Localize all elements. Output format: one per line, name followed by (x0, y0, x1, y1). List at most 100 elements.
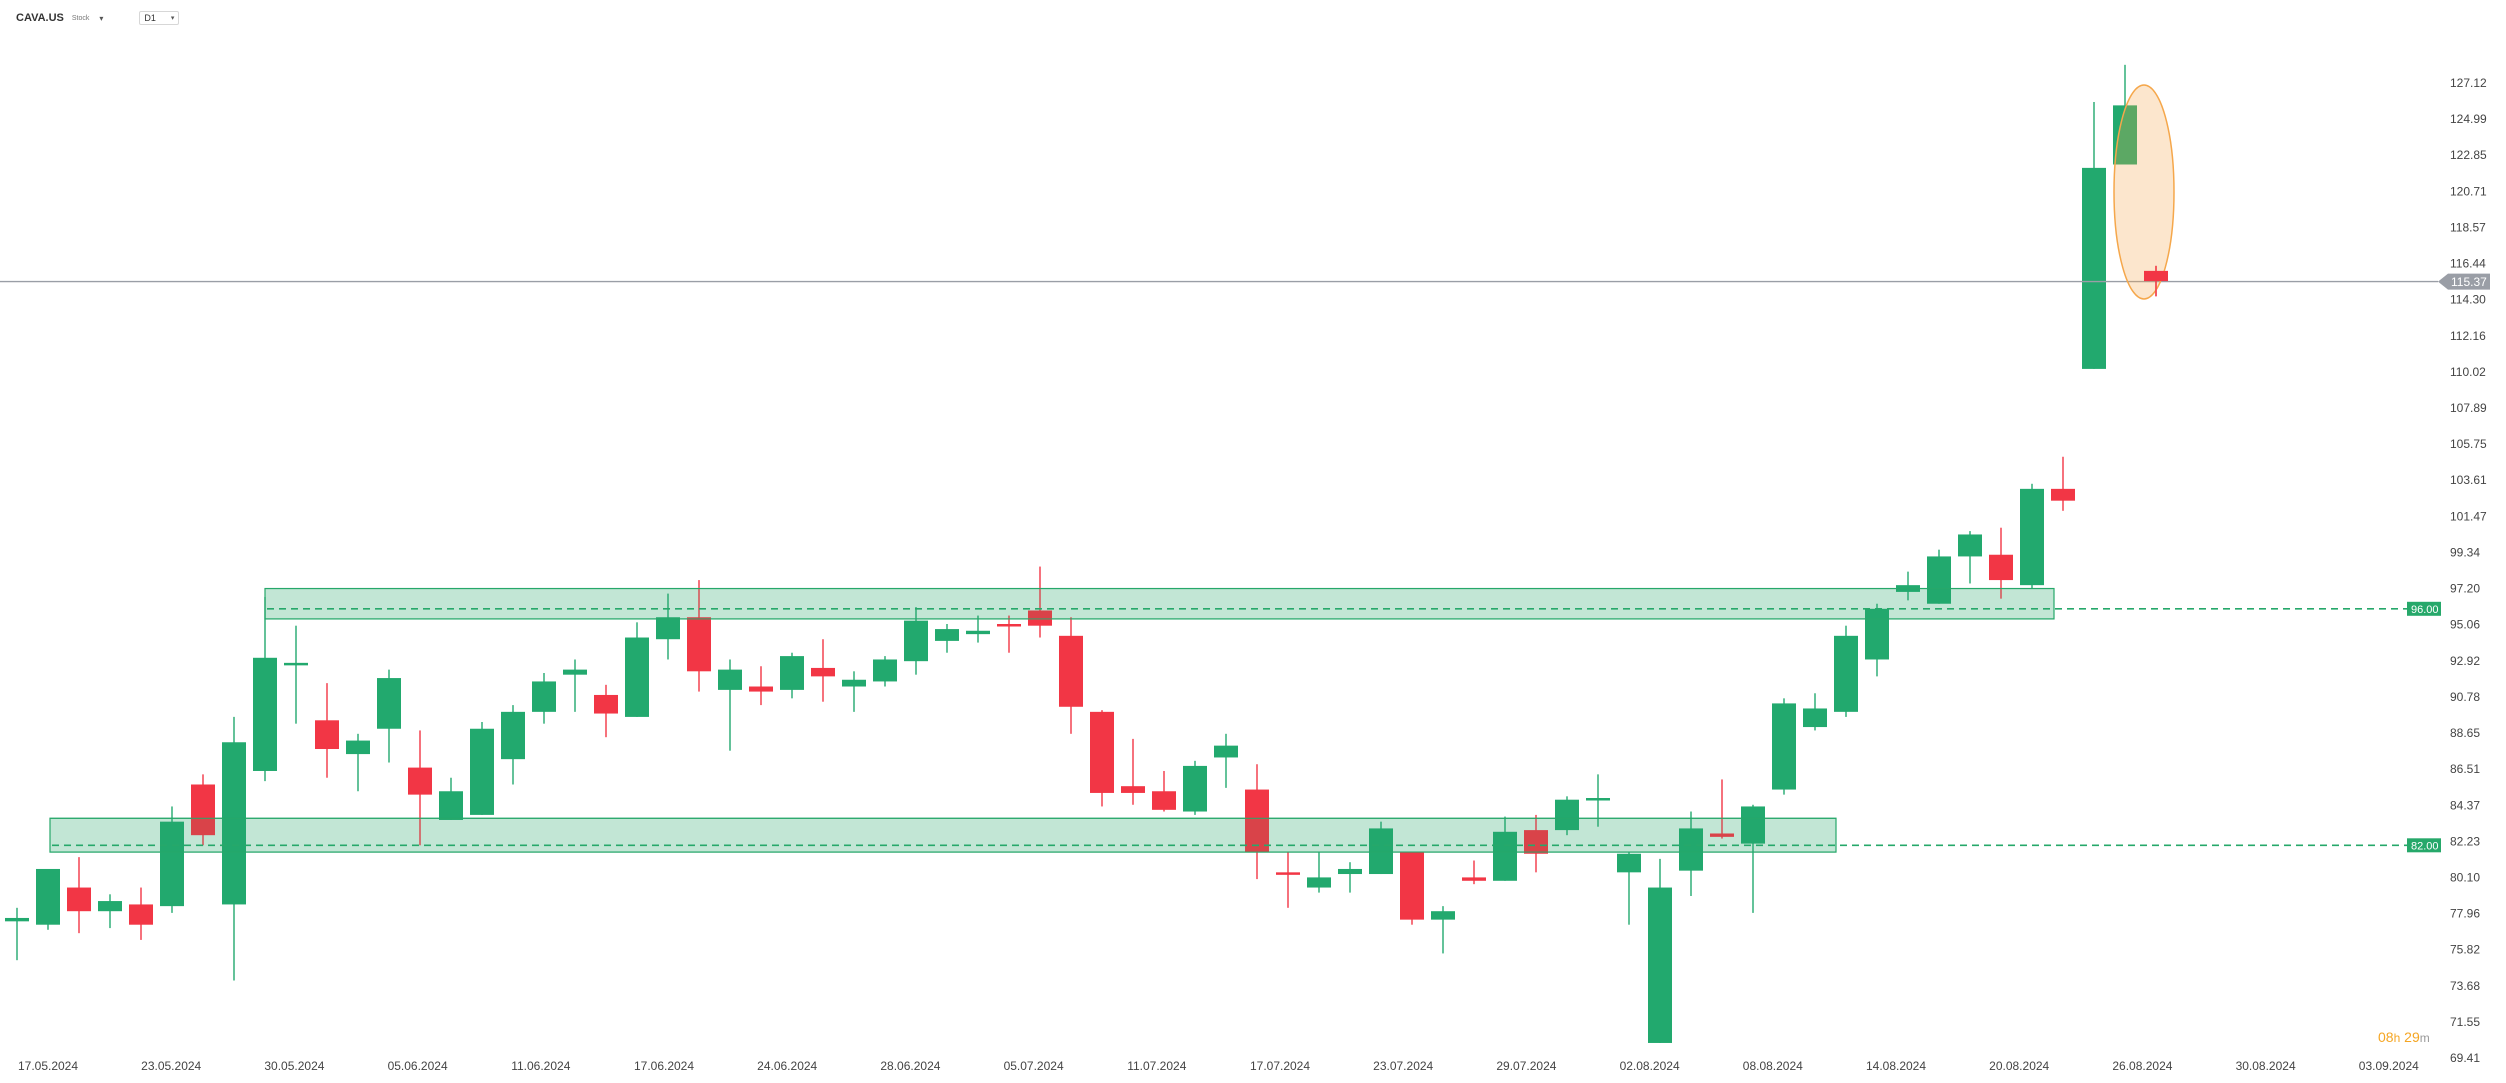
candle-body (842, 679, 866, 687)
candle (1555, 796, 1579, 836)
y-tick-label: 75.82 (2450, 943, 2480, 957)
candle (36, 868, 60, 930)
candle-body (811, 667, 835, 677)
candle-body (1152, 791, 1176, 810)
candle (470, 721, 494, 815)
instrument-symbol[interactable]: CAVA.US (16, 12, 64, 24)
chevron-down-icon[interactable]: ▾ (99, 13, 104, 23)
x-tick-label: 05.06.2024 (388, 1059, 448, 1073)
candle (67, 857, 91, 934)
candle (408, 730, 432, 846)
candle (1059, 617, 1083, 734)
candle (284, 625, 308, 724)
candle-body (1865, 608, 1889, 660)
x-tick-label: 24.06.2024 (757, 1059, 817, 1073)
y-tick-label: 122.85 (2450, 148, 2487, 162)
candle (811, 639, 835, 702)
y-tick-label: 86.51 (2450, 762, 2480, 776)
current-price-text: 115.37 (2451, 275, 2487, 289)
candle-body (532, 681, 556, 712)
candle-body (1524, 830, 1548, 854)
x-tick-label: 17.05.2024 (18, 1059, 78, 1073)
candle-body (191, 784, 215, 836)
y-tick-label: 101.47 (2450, 509, 2487, 523)
candle (1369, 821, 1393, 875)
candle-body (5, 917, 29, 922)
x-tick-label: 23.07.2024 (1373, 1059, 1433, 1073)
candle (1214, 733, 1238, 788)
timeframe-select[interactable]: D1 ▾ (139, 11, 180, 25)
countdown-minutes: 29 (2404, 1029, 2420, 1045)
candle-body (470, 728, 494, 815)
candle (2082, 101, 2106, 369)
candle (1958, 531, 1982, 584)
candle-body (2082, 167, 2106, 369)
candle (315, 683, 339, 778)
candle-body (625, 637, 649, 717)
candle-body (563, 669, 587, 675)
countdown-hours-unit: h (2393, 1031, 2401, 1045)
x-tick-label: 20.08.2024 (1989, 1059, 2049, 1073)
level-label-bg (2407, 601, 2441, 616)
candle-body (656, 617, 680, 640)
x-tick-label: 11.07.2024 (1127, 1059, 1186, 1073)
candle (222, 716, 246, 981)
y-tick-label: 107.89 (2450, 401, 2487, 415)
y-tick-label: 95.06 (2450, 618, 2480, 632)
candle (1276, 852, 1300, 908)
candle-body (284, 662, 308, 666)
candle-body (2144, 270, 2168, 282)
level-label-text: 82.00 (2411, 840, 2439, 852)
candle-body (780, 656, 804, 690)
x-tick-label: 17.06.2024 (634, 1059, 694, 1073)
candle-countdown: 08h 29m (2378, 1029, 2430, 1045)
candle-body (1927, 556, 1951, 604)
candle (1679, 811, 1703, 896)
candle-body (594, 694, 618, 714)
candle (1462, 860, 1486, 885)
candle-body (1028, 610, 1052, 626)
candle (346, 733, 370, 792)
candle (1989, 527, 2013, 599)
candle-body (1958, 534, 1982, 557)
candle (1152, 770, 1176, 812)
countdown-hours: 08 (2378, 1029, 2394, 1045)
candle-body (966, 630, 990, 635)
candle-body (253, 657, 277, 771)
candle-body (1369, 828, 1393, 875)
candle (904, 607, 928, 675)
candle (160, 806, 184, 913)
candle (1524, 814, 1548, 873)
candle-body (501, 711, 525, 760)
x-tick-label: 29.07.2024 (1496, 1059, 1556, 1073)
candle (532, 672, 556, 724)
candle-body (1307, 877, 1331, 888)
candle (1741, 804, 1765, 913)
candle-body (1214, 745, 1238, 758)
candle (253, 596, 277, 782)
candle-body (1586, 798, 1610, 801)
y-tick-label: 116.44 (2450, 256, 2486, 270)
candle-body (1276, 872, 1300, 875)
candle-body (935, 629, 959, 641)
candle-body (1245, 789, 1269, 853)
y-tick-label: 77.96 (2450, 907, 2480, 921)
candle (1400, 852, 1424, 925)
x-tick-label: 26.08.2024 (2112, 1059, 2172, 1073)
candle-body (749, 686, 773, 692)
candle (656, 593, 680, 660)
y-tick-label: 84.37 (2450, 798, 2480, 812)
candle (935, 624, 959, 653)
candle (997, 615, 1021, 653)
candle (1183, 760, 1207, 815)
candle-body (2051, 488, 2075, 501)
candle (439, 777, 463, 820)
candle (1121, 738, 1145, 805)
level-price-label: 82.00 (2407, 838, 2441, 853)
y-tick-label: 127.12 (2450, 76, 2487, 90)
y-tick-label: 90.78 (2450, 690, 2480, 704)
candle (98, 894, 122, 929)
x-tick-label: 02.08.2024 (1620, 1059, 1680, 1073)
y-tick-label: 71.55 (2450, 1015, 2480, 1029)
